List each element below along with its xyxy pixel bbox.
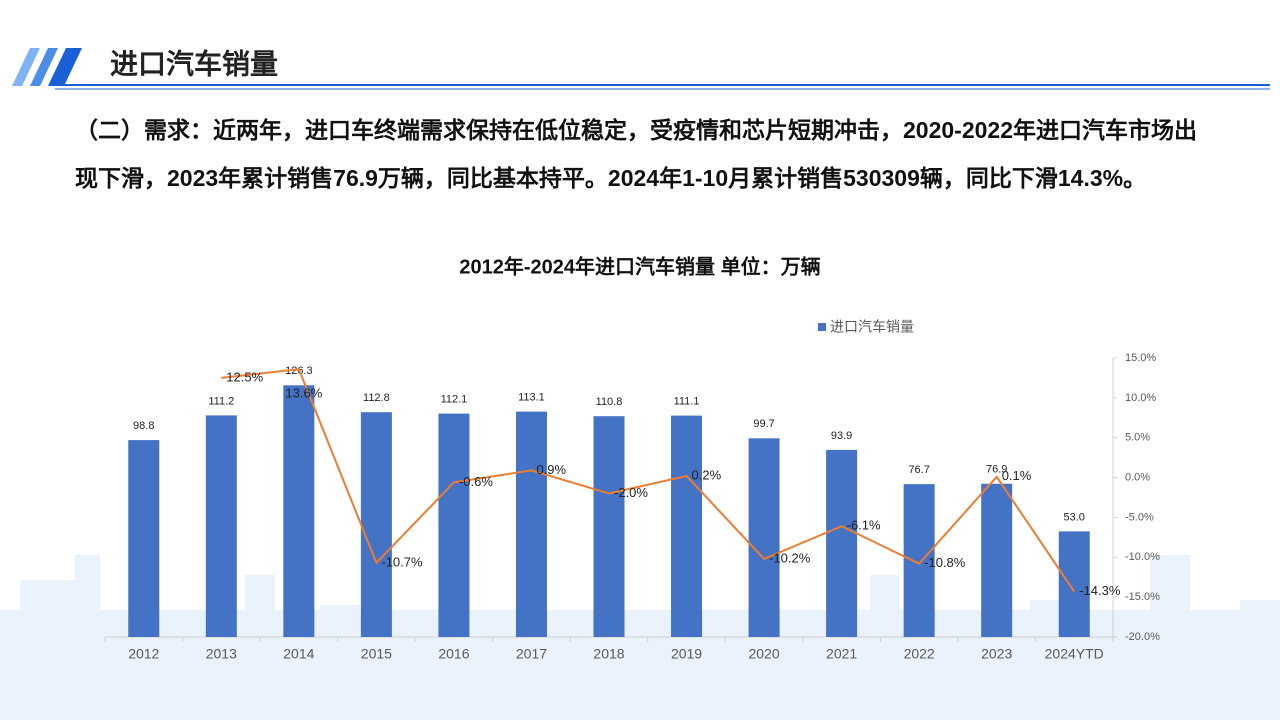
bar	[515, 411, 547, 637]
x-tick-label: 2015	[361, 646, 392, 662]
line-value-label: -0.6%	[459, 474, 493, 489]
chart-title: 2012年-2024年进口汽车销量 单位：万辆	[459, 254, 820, 278]
legend-label: 进口汽车销量	[830, 319, 914, 335]
bar	[360, 412, 392, 637]
bar-value-label: 112.8	[363, 392, 390, 404]
bar	[1058, 531, 1090, 637]
y2-tick-label: -10.0%	[1125, 551, 1160, 563]
line-value-label: 13.6%	[285, 386, 322, 401]
line-value-label: -14.3%	[1079, 583, 1121, 598]
x-tick-label: 2012	[128, 646, 159, 662]
bar-value-label: 111.1	[674, 395, 700, 407]
x-tick-label: 2013	[206, 646, 237, 662]
y2-tick-label: -5.0%	[1125, 511, 1154, 523]
line-value-label: -10.8%	[924, 555, 966, 570]
x-tick-label: 2014	[283, 646, 314, 662]
y2-tick-label: 10.0%	[1125, 392, 1156, 404]
x-tick-label: 2018	[593, 646, 624, 662]
x-tick-label: 2020	[748, 646, 779, 662]
x-tick-label: 2024YTD	[1045, 646, 1104, 662]
y2-tick-label: 5.0%	[1125, 432, 1150, 444]
bar-value-label: 99.7	[753, 418, 774, 430]
bar-value-label: 112.1	[441, 394, 468, 406]
bar	[981, 483, 1013, 637]
bar-value-label: 76.7	[908, 464, 929, 476]
line-value-label: -2.0%	[614, 485, 648, 500]
bar-value-label: 76.9	[986, 464, 1007, 476]
bar-value-label: 93.9	[831, 430, 852, 442]
bar-value-label: 113.1	[518, 392, 545, 404]
x-tick-label: 2016	[438, 646, 469, 662]
header-icon	[12, 48, 82, 86]
bar	[128, 440, 160, 637]
x-tick-label: 2023	[981, 646, 1012, 662]
bar-value-label: 111.2	[208, 395, 234, 407]
line-value-label: 0.2%	[692, 467, 722, 482]
bar	[748, 438, 780, 637]
bar	[205, 415, 237, 637]
line-value-label: 0.1%	[1002, 468, 1032, 483]
line-value-label: 12.5%	[226, 369, 263, 384]
x-tick-label: 2022	[904, 646, 935, 662]
line-value-label: 0.9%	[536, 462, 566, 477]
y2-tick-label: 15.0%	[1125, 352, 1156, 364]
header-title: 进口汽车销量	[110, 47, 278, 79]
bar	[671, 415, 703, 637]
bar-value-label: 110.8	[596, 396, 623, 408]
x-tick-label: 2017	[516, 646, 547, 662]
bar	[826, 449, 858, 637]
bar	[903, 484, 935, 637]
y2-tick-label: -20.0%	[1125, 631, 1160, 643]
line-value-label: -10.2%	[769, 550, 811, 565]
line	[221, 368, 1076, 593]
bar	[438, 413, 470, 637]
legend-swatch	[818, 323, 826, 331]
x-tick-label: 2019	[671, 646, 702, 662]
bar	[283, 385, 315, 637]
bar-value-label: 53.0	[1064, 511, 1085, 523]
line-value-label: -10.7%	[381, 554, 423, 569]
y2-tick-label: 0.0%	[1125, 471, 1150, 483]
y2-tick-label: -15.0%	[1125, 591, 1160, 603]
line-value-label: -6.1%	[847, 518, 881, 533]
bar-value-label: 98.8	[133, 420, 154, 432]
x-tick-label: 2021	[826, 646, 857, 662]
paragraph: （二）需求：近两年，进口车终端需求保持在低位稳定，受疫情和芯片短期冲击，2020…	[75, 117, 1197, 191]
bar	[593, 416, 625, 637]
